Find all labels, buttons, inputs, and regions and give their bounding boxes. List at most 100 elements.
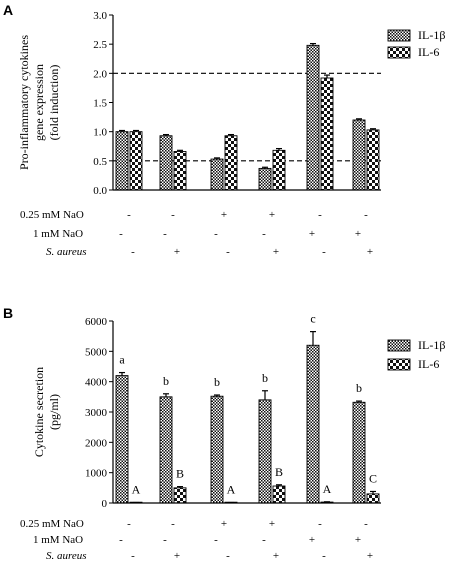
significance-label: b: [262, 371, 268, 385]
condition-mark: +: [309, 228, 315, 240]
condition-mark: -: [262, 534, 266, 546]
legend-entry: IL-6: [418, 45, 439, 59]
condition-mark: -: [322, 246, 326, 258]
panel-b-y-label: Cytokine secretion (pg/ml): [32, 367, 61, 457]
panel-b: B 0 1000 2000 3000 4000 5000 6000 Cytokine sec…: [3, 305, 445, 562]
condition-mark: +: [367, 550, 373, 562]
condition-mark: +: [309, 534, 315, 546]
condition-mark: +: [221, 209, 227, 221]
legend-swatch: [387, 339, 411, 352]
bar: [159, 135, 173, 191]
condition-label: S. aureus: [46, 550, 87, 562]
condition-mark: +: [273, 550, 279, 562]
condition-mark: -: [119, 228, 123, 240]
condition-mark: -: [119, 534, 123, 546]
panel-a-reference-lines: [113, 72, 381, 162]
condition-mark: -: [171, 209, 175, 221]
significance-label: B: [275, 465, 283, 479]
condition-mark: +: [355, 228, 361, 240]
panel-a-y-axis: 0.0 0.5 1.0 1.5 2.0 2.5 3.0: [93, 10, 113, 197]
condition-mark: +: [355, 534, 361, 546]
legend-swatch: [387, 46, 411, 59]
condition-label: 1 mM NaO: [33, 534, 83, 546]
bar: [173, 151, 187, 191]
condition-mark: -: [262, 228, 266, 240]
y-tick-label: 3.0: [93, 10, 107, 22]
bar: [159, 396, 173, 504]
condition-mark: +: [367, 246, 373, 258]
y-tick-label: 2.0: [93, 68, 107, 80]
condition-mark: -: [131, 550, 135, 562]
y-axis-label-line: gene expression: [32, 64, 46, 141]
y-tick-label: 6000: [85, 316, 108, 328]
y-tick-label: 0.5: [93, 156, 107, 168]
y-tick-label: 3000: [85, 407, 108, 419]
bar: [129, 131, 143, 191]
significance-label: b: [163, 374, 169, 388]
significance-label: c: [310, 312, 315, 326]
condition-mark: -: [322, 550, 326, 562]
condition-mark: -: [163, 534, 167, 546]
bar: [352, 119, 366, 191]
y-tick-label: 1000: [85, 468, 108, 480]
panel-b-bars: [115, 331, 380, 504]
bar: [173, 487, 187, 504]
bar: [366, 129, 380, 191]
legend-entry: IL-1β: [418, 28, 445, 42]
panel-a-bars: [115, 42, 380, 191]
bar: [115, 375, 129, 504]
y-tick-label: 2000: [85, 437, 108, 449]
panel-a: A 0.0 0.5 1.0 1.5 2.0 2.5 3.0 Pro-inflammatory…: [3, 2, 445, 258]
y-tick-label: 1.5: [93, 98, 107, 110]
condition-mark: +: [273, 246, 279, 258]
legend-entry: IL-1β: [418, 338, 445, 352]
bar: [272, 485, 286, 504]
significance-label: C: [369, 471, 377, 485]
panel-b-legend: IL-1β IL-6: [387, 338, 445, 371]
condition-mark: +: [221, 518, 227, 530]
bar: [258, 399, 272, 504]
condition-mark: -: [127, 209, 131, 221]
bar: [272, 149, 286, 191]
bar: [224, 135, 238, 191]
condition-mark: -: [226, 246, 230, 258]
panel-a-legend: IL-1β IL-6: [387, 28, 445, 59]
y-axis-label-line: (pg/ml): [47, 394, 61, 430]
condition-mark: -: [127, 518, 131, 530]
significance-label: b: [356, 381, 362, 395]
bar: [258, 167, 272, 191]
condition-mark: -: [364, 518, 368, 530]
y-tick-label: 0: [102, 498, 108, 510]
condition-label: S. aureus: [46, 246, 87, 258]
panel-a-y-label: Pro-inflammatory cytokines gene expressio…: [17, 35, 61, 170]
condition-mark: -: [364, 209, 368, 221]
condition-mark: +: [174, 550, 180, 562]
condition-label: 0.25 mM NaO: [20, 209, 84, 221]
y-tick-label: 1.0: [93, 127, 107, 139]
legend-swatch: [387, 358, 411, 371]
bar: [115, 131, 129, 191]
significance-label: A: [323, 482, 332, 496]
panel-b-axes: [112, 321, 381, 504]
condition-mark: -: [318, 518, 322, 530]
condition-label: 0.25 mM NaO: [20, 518, 84, 530]
condition-mark: +: [174, 246, 180, 258]
condition-mark: -: [214, 228, 218, 240]
bar: [210, 395, 224, 504]
bar: [306, 344, 320, 504]
condition-label: 1 mM NaO: [33, 228, 83, 240]
bar: [352, 401, 366, 504]
condition-mark: -: [163, 228, 167, 240]
y-tick-label: 5000: [85, 346, 108, 358]
panel-a-letter: A: [3, 2, 13, 18]
condition-mark: -: [226, 550, 230, 562]
panel-b-bar-labels: a b b b c b A B A B A C: [119, 312, 377, 497]
condition-mark: +: [269, 209, 275, 221]
y-tick-label: 2.5: [93, 39, 107, 51]
condition-mark: -: [171, 518, 175, 530]
condition-mark: -: [131, 246, 135, 258]
significance-label: b: [214, 375, 220, 389]
significance-label: a: [119, 353, 125, 367]
y-axis-label-line: Pro-inflammatory cytokines: [17, 35, 31, 170]
